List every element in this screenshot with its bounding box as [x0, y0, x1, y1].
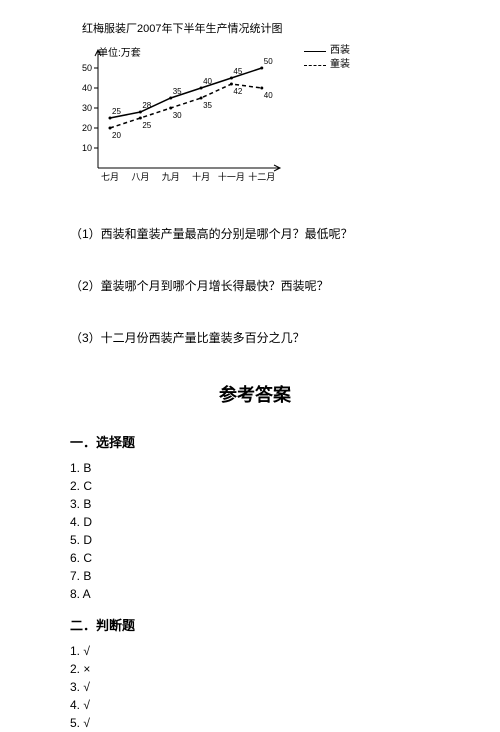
- svg-text:45: 45: [233, 67, 242, 76]
- svg-text:九月: 九月: [162, 172, 180, 182]
- svg-text:25: 25: [142, 121, 151, 130]
- questions-block: （1）西装和童装产量最高的分别是哪个月？最低呢？ （2）童装哪个月到哪个月增长得…: [70, 225, 440, 346]
- svg-text:25: 25: [112, 107, 121, 116]
- answer-item: 7. B: [70, 567, 440, 585]
- section-heading-2: 二．判断题: [70, 615, 440, 634]
- chart-svg: 10 20 30 40 50 七月 八月 九月 十月十一月十二月 25 28 35 40 45 50 20 25…: [70, 40, 330, 190]
- svg-text:40: 40: [264, 91, 273, 100]
- question-3: （3）十二月份西装产量比童装多百分之几？: [70, 329, 440, 346]
- answer-item: 4. √: [70, 696, 440, 714]
- answer-item: 8. A: [70, 585, 440, 603]
- svg-text:30: 30: [82, 103, 92, 113]
- answer-item: 2. ×: [70, 660, 440, 678]
- svg-text:35: 35: [203, 101, 212, 110]
- chart-title: 红梅服装厂2007年下半年生产情况统计图: [82, 20, 440, 36]
- section-heading-1: 一．选择题: [70, 432, 440, 451]
- answer-item: 5. D: [70, 531, 440, 549]
- answer-list-2: 1. √2. ×3. √4. √5. √: [70, 642, 440, 732]
- question-2: （2）童装哪个月到哪个月增长得最快？西装呢？: [70, 277, 440, 294]
- svg-text:40: 40: [82, 83, 92, 93]
- legend-item-tongzhuang: 童装: [304, 58, 350, 72]
- svg-text:20: 20: [82, 123, 92, 133]
- svg-text:50: 50: [82, 63, 92, 73]
- legend-label: 西装: [330, 44, 350, 58]
- svg-text:十一月: 十一月: [218, 171, 245, 182]
- answers-title: 参考答案: [70, 381, 440, 407]
- answer-item: 3. B: [70, 495, 440, 513]
- answer-item: 1. B: [70, 459, 440, 477]
- legend-line-dash: [304, 65, 326, 66]
- legend-label: 童装: [330, 58, 350, 72]
- legend-line-solid: [304, 51, 326, 52]
- answer-item: 3. √: [70, 678, 440, 696]
- question-1: （1）西装和童装产量最高的分别是哪个月？最低呢？: [70, 225, 440, 242]
- answer-list-1: 1. B2. C3. B4. D5. D6. C7. B8. A: [70, 459, 440, 603]
- answer-item: 6. C: [70, 549, 440, 567]
- svg-text:30: 30: [173, 111, 182, 120]
- svg-text:十二月: 十二月: [248, 171, 275, 182]
- svg-text:八月: 八月: [131, 172, 149, 182]
- svg-text:50: 50: [264, 57, 273, 66]
- svg-text:35: 35: [173, 87, 182, 96]
- answer-item: 5. √: [70, 714, 440, 732]
- chart-container: 单位:万套 西装 童装 10 20 30 40 50 七月 八月 九月 十月十一月十二月 25 28…: [70, 40, 440, 190]
- svg-text:10: 10: [82, 143, 92, 153]
- answer-item: 1. √: [70, 642, 440, 660]
- chart-legend: 西装 童装: [304, 44, 350, 72]
- svg-text:42: 42: [233, 87, 242, 96]
- answer-item: 4. D: [70, 513, 440, 531]
- answer-item: 2. C: [70, 477, 440, 495]
- svg-text:40: 40: [203, 77, 212, 86]
- legend-item-xizhuang: 西装: [304, 44, 350, 58]
- svg-text:28: 28: [142, 101, 151, 110]
- svg-text:十月: 十月: [192, 171, 210, 182]
- svg-text:七月: 七月: [101, 172, 119, 182]
- unit-label: 单位:万套: [98, 44, 141, 59]
- svg-text:20: 20: [112, 131, 121, 140]
